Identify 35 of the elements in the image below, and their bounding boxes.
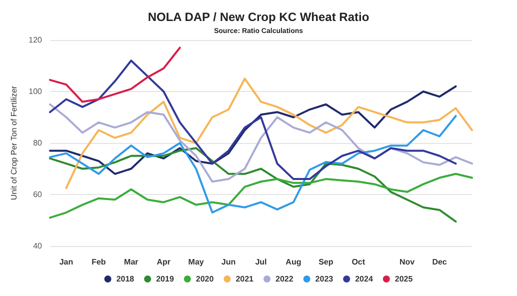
x-tick-label: Jun — [221, 258, 236, 266]
legend-label: 2020 — [196, 274, 214, 284]
y-axis-title: Unit of Crop Per Ton of Fertilizer — [9, 86, 18, 200]
y-tick-label: 40 — [33, 242, 43, 250]
y-tick-label: 60 — [33, 190, 43, 199]
line-series — [49, 60, 457, 180]
y-tick-label: 120 — [28, 36, 43, 44]
y-tick-label: 80 — [33, 138, 43, 148]
legend-label: 2024 — [355, 274, 374, 284]
legend-label: 2025 — [394, 274, 414, 284]
x-tick-label: Mar — [124, 258, 138, 266]
x-tick-label: May — [188, 258, 204, 266]
x-tick-label: Nov — [400, 258, 416, 266]
x-tick-label: Apr — [156, 258, 171, 266]
legend-label: 2021 — [236, 274, 254, 284]
line-series — [49, 147, 457, 223]
line-series — [49, 172, 473, 219]
line-series — [49, 46, 181, 103]
y-tick-label: 100 — [28, 87, 43, 96]
legend-label: 2018 — [116, 274, 135, 284]
x-tick-label: Jul — [255, 258, 267, 266]
x-tick-label: Jan — [59, 258, 74, 266]
line-series — [49, 103, 473, 183]
legend-label: 2022 — [276, 274, 294, 284]
legend-label: 2019 — [156, 274, 174, 284]
line-series — [49, 114, 457, 214]
line-series — [65, 78, 473, 190]
line-series — [49, 85, 457, 175]
x-tick-label: Aug — [286, 258, 302, 266]
x-tick-label: Sep — [318, 258, 334, 266]
x-tick-label: Dec — [432, 258, 448, 266]
x-tick-label: Feb — [92, 258, 106, 266]
chart-title: NOLA DAP / New Crop KC Wheat Ratio — [148, 10, 370, 24]
x-tick-label: Oct — [352, 258, 366, 266]
legend-label: 2023 — [315, 274, 334, 284]
